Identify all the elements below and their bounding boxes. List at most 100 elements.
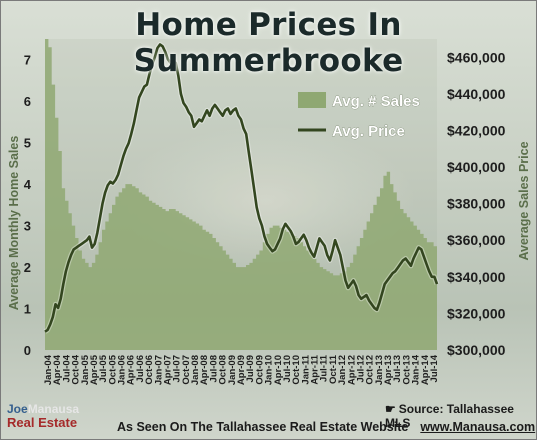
sales-bar	[159, 207, 162, 350]
chart-legend: Avg. # Sales Avg. Price	[298, 92, 420, 140]
sales-bar	[377, 197, 380, 350]
right-tick-label: $460,000	[447, 49, 506, 65]
x-tick-label: Apr-14	[420, 354, 431, 385]
sales-bar	[407, 217, 410, 350]
right-tick-label: $320,000	[447, 305, 506, 321]
sales-bar	[239, 267, 242, 350]
right-tick-label: $400,000	[447, 159, 506, 175]
right-tick-label: $340,000	[447, 269, 506, 285]
sales-bar	[182, 215, 185, 350]
sales-bar	[310, 255, 313, 350]
footer: As Seen On The Tallahassee Real Estate W…	[117, 420, 535, 434]
sales-bar	[229, 259, 232, 350]
right-tick-label: $420,000	[447, 122, 506, 138]
sales-bar	[387, 172, 390, 350]
sales-bar	[303, 246, 306, 350]
sales-bar	[152, 203, 155, 350]
x-tick-label: Oct-11	[328, 354, 339, 384]
footer-link[interactable]: www.Manausa.com	[420, 420, 536, 434]
sales-bar	[266, 234, 269, 350]
right-tick-label: $300,000	[447, 342, 506, 358]
sales-bar	[206, 232, 209, 350]
x-tick-label: Jan-04	[43, 354, 54, 385]
x-tick-label: Jan-12	[337, 355, 348, 385]
left-tick-label: 5	[24, 136, 31, 151]
sales-bar	[313, 259, 316, 350]
sales-bar	[58, 151, 61, 350]
source-text: Source: Tallahassee MLS	[385, 402, 514, 430]
pointing-hand-icon: ☛	[385, 402, 396, 416]
x-tick-label: Oct-13	[401, 355, 412, 385]
right-tick-label: $440,000	[447, 86, 506, 102]
left-tick-label: 7	[24, 53, 31, 68]
left-tick-label: 4	[24, 177, 32, 192]
left-tick-label: 2	[24, 260, 31, 275]
x-tick-label: Oct-12	[365, 355, 376, 385]
sales-bar	[105, 222, 108, 351]
sales-bar	[142, 195, 145, 351]
sales-bar	[249, 263, 252, 350]
x-tick-label: Oct-06	[144, 355, 155, 385]
sales-bar	[89, 267, 92, 350]
legend-swatch-sales	[298, 92, 326, 108]
sales-bar	[125, 184, 128, 350]
sales-bar	[283, 230, 286, 350]
logo-text-manausa: Manausa	[27, 402, 80, 416]
sales-bar	[430, 242, 433, 350]
sales-bar	[256, 255, 259, 350]
sales-bar	[434, 246, 437, 350]
x-tick-label: Apr-06	[126, 355, 137, 385]
x-tick-label: Jan-08	[190, 355, 201, 385]
sales-bar	[350, 263, 353, 350]
x-tick-label: Jul-09	[245, 355, 256, 382]
x-tick-label: Oct-05	[107, 354, 118, 384]
sales-bar	[290, 234, 293, 350]
left-tick-label: 0	[24, 343, 31, 358]
sales-bar	[85, 263, 88, 350]
sales-bar	[333, 275, 336, 350]
sales-bar	[95, 255, 98, 350]
x-tick-label: Jan-09	[227, 355, 238, 385]
x-tick-label: Jan-11	[300, 354, 311, 384]
sales-bar	[172, 209, 175, 350]
sales-bar	[189, 219, 192, 350]
sales-bar	[316, 263, 319, 350]
sales-bar	[236, 267, 239, 350]
sales-bar	[75, 238, 78, 350]
x-tick-label: Jan-06	[117, 355, 128, 385]
sales-bar	[306, 251, 309, 351]
sales-bar	[176, 211, 179, 350]
sales-bar	[259, 251, 262, 351]
sales-bar	[109, 213, 112, 350]
x-tick-label: Apr-04	[52, 354, 63, 385]
x-tick-label: Oct-07	[181, 355, 192, 385]
x-tick-label: Apr-13	[383, 355, 394, 385]
legend-label-sales: Avg. # Sales	[332, 93, 420, 110]
sales-bar	[390, 184, 393, 350]
sales-bar	[68, 213, 71, 350]
x-tick-label: Oct-08	[218, 355, 229, 385]
sales-bar	[99, 242, 102, 350]
sales-bar	[202, 230, 205, 350]
left-axis-ticks: 0 1 2 3 4 5 6 7	[24, 53, 32, 358]
sales-bar	[336, 275, 339, 350]
sales-bar	[135, 188, 138, 350]
sales-bar	[179, 213, 182, 350]
x-tick-label: Jul-05	[98, 354, 109, 382]
x-tick-label: Oct-10	[291, 355, 302, 385]
sales-bar	[112, 205, 115, 350]
chart-title: Home Prices In Summerbrooke	[133, 7, 404, 79]
sales-bar	[340, 273, 343, 350]
sales-bar	[323, 269, 326, 350]
x-tick-label: Apr-08	[199, 355, 210, 385]
sales-bar	[363, 230, 366, 350]
sales-bar	[280, 228, 283, 350]
sales-bar	[92, 263, 95, 350]
x-tick-label: Jul-07	[172, 355, 183, 382]
sales-bar	[373, 205, 376, 350]
x-tick-label: Apr-07	[163, 355, 174, 385]
x-tick-label: Jan-14	[411, 354, 422, 385]
x-tick-label: Jan-07	[153, 355, 164, 385]
